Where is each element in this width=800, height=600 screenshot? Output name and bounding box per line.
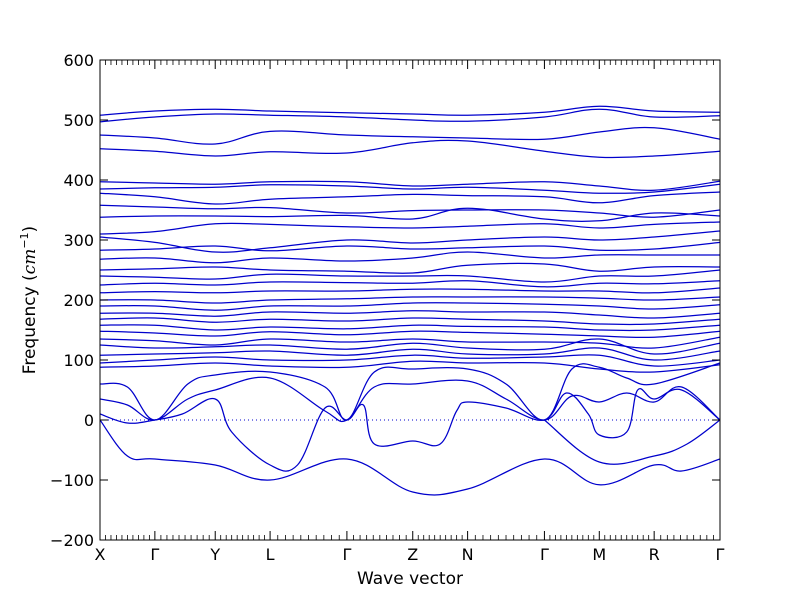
x-tick-label: N	[462, 545, 474, 564]
plot-area	[100, 60, 720, 540]
band-line	[100, 251, 720, 264]
band-line	[100, 191, 720, 205]
x-tick-label: R	[649, 545, 660, 564]
x-tick-label: Γ	[342, 545, 351, 564]
band-line	[100, 287, 720, 294]
band-line	[100, 204, 720, 218]
y-tick-label: 400	[63, 171, 94, 190]
band-line	[100, 302, 720, 311]
y-tick-label: 200	[63, 291, 94, 310]
band-line	[100, 419, 720, 496]
band-line	[100, 336, 720, 349]
y-tick-label: 100	[63, 351, 94, 370]
band-line	[100, 317, 720, 326]
band-line	[100, 183, 720, 194]
band-line	[100, 230, 720, 253]
y-axis-label-text: Frequency (	[20, 274, 40, 374]
band-line	[100, 262, 720, 274]
band-line	[100, 241, 720, 252]
band-line	[100, 221, 720, 235]
band-line	[100, 324, 720, 332]
x-tick-label: Z	[407, 545, 418, 564]
y-axis-label-close: )	[20, 226, 40, 233]
band-line	[100, 296, 720, 304]
x-tick-label: X	[95, 545, 106, 564]
band-line	[100, 108, 720, 123]
x-tick-label: Γ	[716, 545, 725, 564]
plot-frame	[99, 59, 721, 541]
band-line	[100, 347, 720, 361]
y-axis-label-unit: cm	[20, 249, 40, 275]
x-tick-label: Γ	[150, 545, 159, 564]
band-line	[100, 180, 720, 191]
y-tick-label: −200	[50, 531, 94, 550]
x-tick-label: Γ	[540, 545, 549, 564]
band-line	[100, 388, 720, 472]
y-axis-label: Frequency (cm−1)	[18, 226, 40, 374]
minor-ticks	[105, 60, 714, 540]
band-line	[100, 376, 720, 423]
y-tick-label: 500	[63, 111, 94, 130]
band-line	[100, 354, 720, 367]
band-line	[100, 126, 720, 145]
y-tick-label: 300	[63, 231, 94, 250]
band-line	[544, 419, 720, 465]
band-line	[100, 360, 720, 373]
y-tick-label: 600	[63, 51, 94, 70]
band-line	[100, 207, 720, 222]
band-lines	[100, 105, 720, 496]
band-line	[100, 310, 720, 319]
x-tick-label: L	[266, 545, 275, 564]
y-tick-label: −100	[50, 471, 94, 490]
band-line	[100, 330, 720, 339]
x-tick-label: Y	[209, 545, 220, 564]
band-line	[100, 338, 720, 355]
y-axis-label-exponent: −1	[18, 232, 31, 248]
band-line	[100, 280, 720, 288]
y-tick-label: 0	[84, 411, 94, 430]
band-line	[100, 139, 720, 159]
band-line	[100, 362, 720, 421]
band-line	[100, 269, 720, 283]
x-axis-label: Wave vector	[357, 569, 463, 589]
band-line	[100, 105, 720, 116]
x-tick-label: M	[592, 545, 606, 564]
